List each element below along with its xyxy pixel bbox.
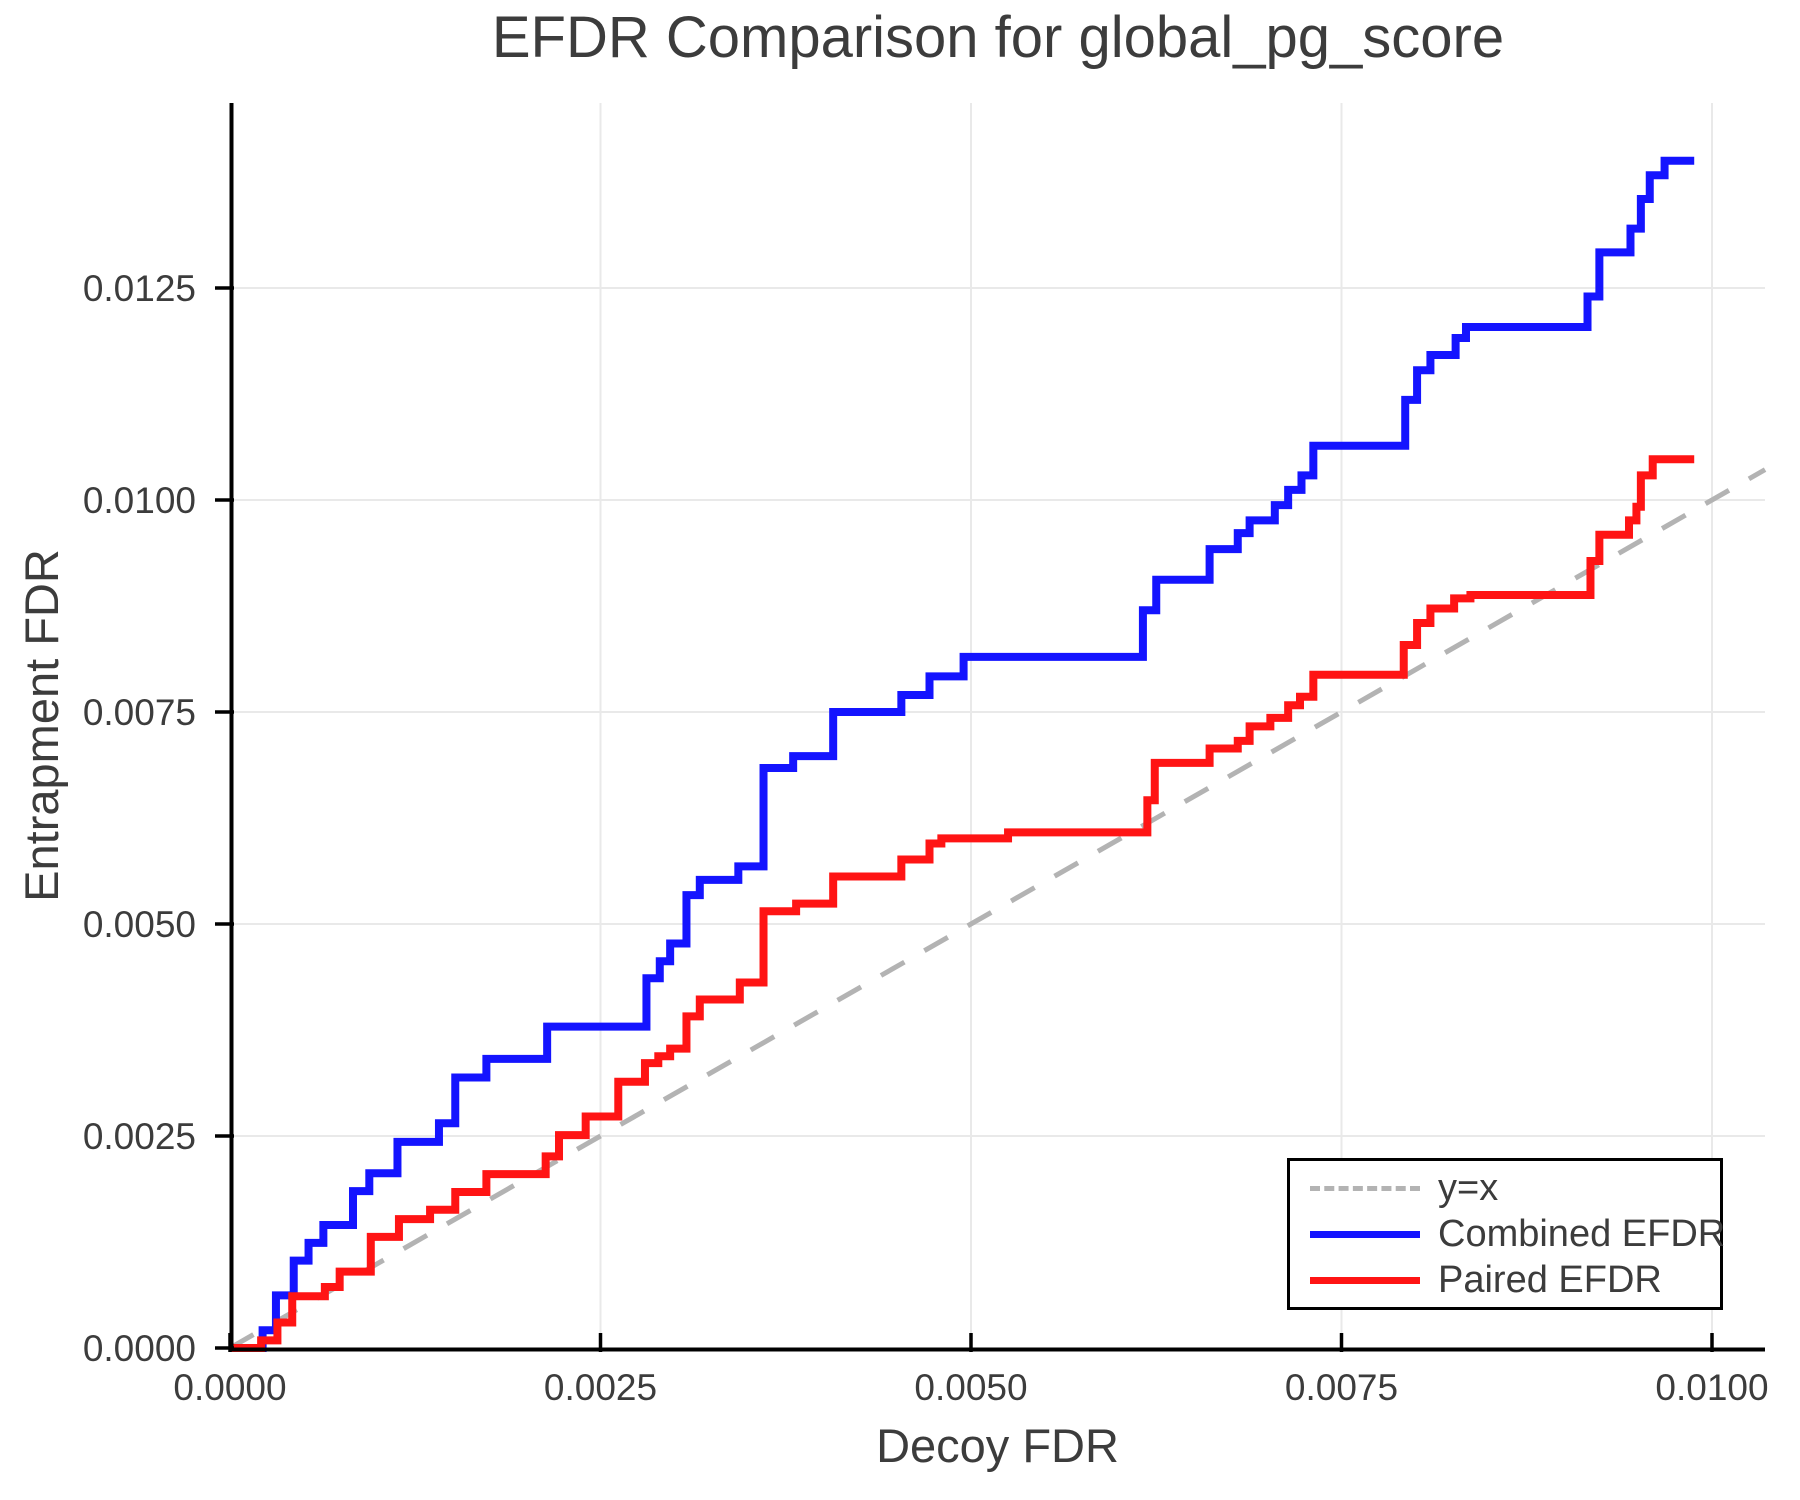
y-tick-label: 0.0000 [83,1328,196,1369]
y-tick-label: 0.0125 [83,268,196,309]
x-tick-label: 0.0050 [914,1367,1027,1408]
legend-label-identity: y=x [1438,1167,1499,1209]
y-tick-label: 0.0025 [83,1116,196,1157]
paired-efdr-line [230,455,1695,1352]
x-tick-label: 0.0100 [1655,1367,1768,1408]
y-tick-label: 0.0100 [83,480,196,521]
combined-efdr-line [230,156,1695,1352]
chart-title: EFDR Comparison for global_pg_score [491,5,1505,70]
gridlines [230,103,1765,1348]
legend-label-paired-efdr: Paired EFDR [1438,1259,1662,1301]
legend-label-combined-efdr: Combined EFDR [1438,1213,1726,1255]
y-tick-label: 0.0075 [83,692,196,733]
x-tick-label: 0.0075 [1285,1367,1398,1408]
y-tick-label: 0.0050 [83,904,196,945]
identity-line [228,467,1767,1351]
legend-dashed-line-swatch [1310,1185,1420,1191]
legend-red-line-swatch [1310,1276,1420,1284]
x-tick-label: 0.0000 [173,1367,286,1408]
legend-blue-line-swatch [1310,1230,1420,1238]
x-tick-label: 0.0025 [544,1367,657,1408]
legend-item-identity: y=x [1290,1167,1720,1209]
legend-item-combined-efdr: Combined EFDR [1290,1213,1725,1255]
legend-item-paired-efdr: Paired EFDR [1290,1259,1720,1301]
legend: y=x Combined EFDR Paired EFDR [1287,1158,1725,1310]
x-axis-label: Decoy FDR [876,1419,1119,1472]
y-axis-label: Entrapment FDR [15,549,68,902]
